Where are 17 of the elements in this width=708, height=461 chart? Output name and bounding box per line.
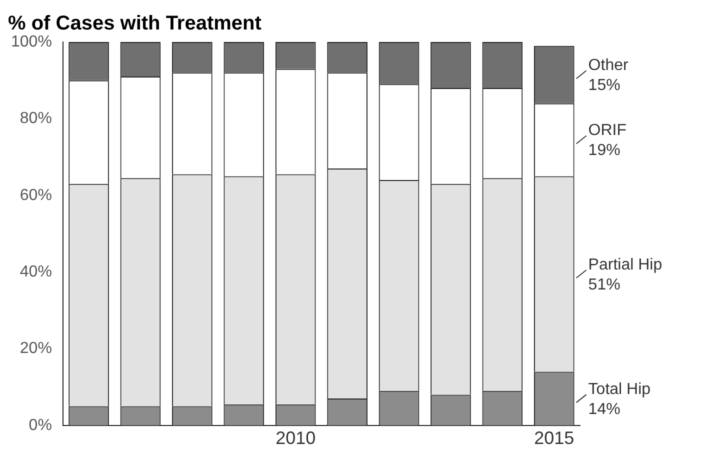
series-label: Partial Hip bbox=[588, 256, 662, 274]
x-tick-label: 2015 bbox=[534, 428, 574, 448]
data-label: 51% bbox=[588, 276, 620, 294]
y-tick-label: 0% bbox=[28, 416, 52, 434]
data-label: 19% bbox=[588, 142, 620, 160]
data-label: 14% bbox=[588, 400, 620, 418]
y-tick-label: 80% bbox=[20, 110, 52, 128]
x-tick-label: 2010 bbox=[276, 428, 316, 448]
series-label: Total Hip bbox=[588, 380, 651, 398]
series-label: ORIF bbox=[588, 122, 627, 140]
data-label: 15% bbox=[588, 76, 620, 94]
y-tick-label: 40% bbox=[20, 263, 52, 280]
y-tick-label: 20% bbox=[20, 340, 52, 358]
series-label: Other bbox=[588, 56, 629, 74]
y-tick-label: 100% bbox=[11, 33, 52, 50]
chart-title: % of Cases with Treatment bbox=[8, 12, 262, 35]
y-tick-label: 60% bbox=[20, 186, 52, 204]
